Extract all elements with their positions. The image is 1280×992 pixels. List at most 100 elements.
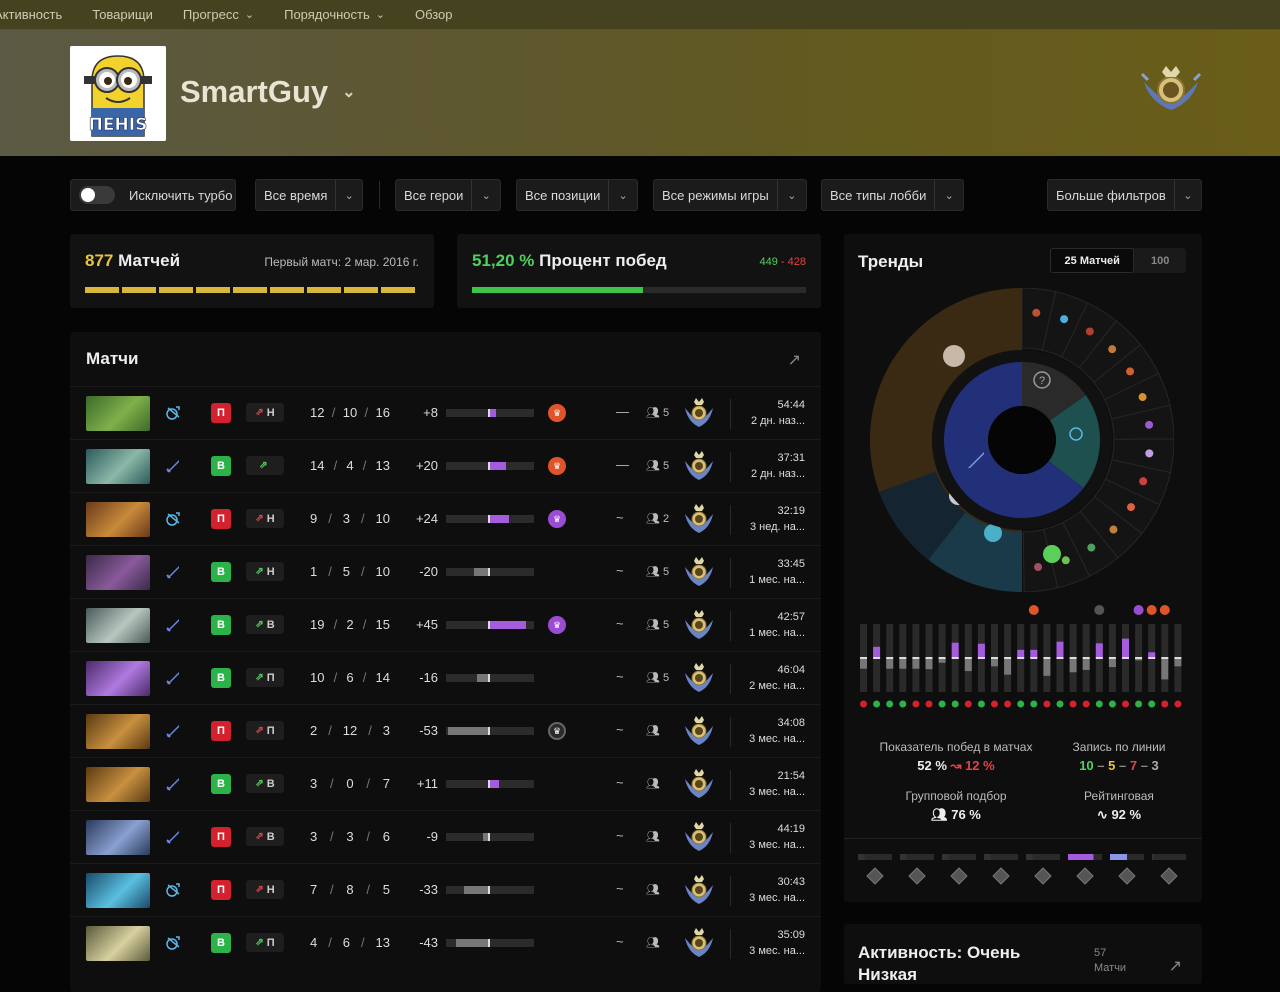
nav-item-4[interactable]: Обзор bbox=[414, 7, 453, 22]
match-bar-mark bbox=[886, 657, 894, 659]
match-row[interactable]: В ⇗ П 10/6/14 -16 ~ 👥︎ 5 46:04 2 мес. на... bbox=[70, 651, 821, 704]
match-bar-mark bbox=[873, 657, 881, 659]
match-result-dot bbox=[1095, 700, 1103, 708]
rank-bar-bg bbox=[1026, 854, 1060, 860]
match-bar-impact bbox=[1017, 649, 1025, 658]
lane-arrow-icon: ⇗ bbox=[255, 725, 264, 736]
activity-count: 57 Матчи bbox=[1094, 947, 1127, 974]
match-result-dot bbox=[899, 700, 907, 708]
match-row[interactable]: В ⇗ П 4/6/13 -43 ~ 👥︎ 35:09 3 мес. на... bbox=[70, 916, 821, 969]
trend-icon: ~ bbox=[616, 616, 624, 631]
hero-portrait[interactable] bbox=[86, 714, 150, 749]
hero-portrait[interactable] bbox=[86, 820, 150, 855]
chevron-down-icon[interactable]: ⌄ bbox=[342, 84, 356, 101]
match-row[interactable]: В ⇗ Н 1/5/10 -20 ~ 👥︎ 5 33:45 1 мес. на... bbox=[70, 545, 821, 598]
match-row[interactable]: П ⇗ Н 9/3/10 +24 ♛ ~ 👥︎ 2 32:19 3 нед. на..… bbox=[70, 492, 821, 545]
match-bar-impact bbox=[951, 642, 959, 658]
winrate-bar bbox=[472, 287, 806, 293]
matches-count-card: 877 Матчей Первый матч: 2 мар. 2016 г. bbox=[70, 234, 434, 308]
hero-mini-icon bbox=[1060, 315, 1069, 324]
hero-portrait[interactable] bbox=[86, 608, 150, 643]
match-bar-impact bbox=[1122, 638, 1129, 658]
nav-item-2[interactable]: Прогресс ⌄ bbox=[182, 7, 255, 22]
award-icon[interactable]: ♛ bbox=[548, 404, 566, 422]
unknown-role-icon bbox=[1033, 371, 1051, 389]
impact-bar-fill bbox=[490, 462, 506, 470]
rank-medal-icon bbox=[685, 822, 713, 851]
tab-100-matches[interactable]: 100 bbox=[1151, 254, 1170, 267]
party-size: 👥︎ 5 bbox=[646, 565, 670, 579]
heroes-filter[interactable]: Все герои ⌄ bbox=[395, 179, 501, 211]
hero-mini-icon bbox=[1138, 393, 1147, 402]
rank-medal-icon bbox=[685, 663, 713, 692]
tab-25-matches[interactable]: 25 Матчей bbox=[1050, 248, 1135, 273]
match-winrate-stat: Показатель побед в матчах 52 % ↝ 12 % bbox=[871, 740, 1041, 774]
lane-badge: ⇗ П bbox=[246, 721, 284, 740]
nav-item-0[interactable]: Активность bbox=[0, 7, 63, 22]
party-size: 👥︎ bbox=[646, 830, 663, 843]
winrate-bar-fill bbox=[472, 287, 643, 293]
toggle-switch[interactable] bbox=[79, 186, 115, 204]
winrate: 51,20 % Процент побед bbox=[472, 251, 667, 270]
impact-bar-mark bbox=[488, 833, 490, 841]
chevron-down-icon: ⌄ bbox=[335, 180, 362, 210]
award-icon[interactable]: ♛ bbox=[548, 722, 566, 740]
rank-medal-icon bbox=[685, 557, 713, 586]
hero-portrait[interactable] bbox=[86, 873, 150, 908]
match-bar-impact bbox=[991, 658, 998, 667]
hero-portrait[interactable] bbox=[86, 926, 150, 961]
donut-segment bbox=[1022, 362, 1086, 421]
rank-bar-fill bbox=[900, 854, 907, 860]
time-filter[interactable]: Все время ⌄ bbox=[255, 179, 363, 211]
hero-portrait[interactable] bbox=[86, 396, 150, 431]
hero-mini-icon bbox=[1032, 308, 1041, 317]
nav-item-1[interactable]: Товарищи bbox=[92, 7, 153, 22]
exclude-turbo-toggle[interactable]: Исключить турбо bbox=[70, 179, 236, 211]
party-value: 👥︎ 76 % bbox=[931, 807, 981, 822]
result-badge: В bbox=[211, 774, 231, 794]
match-row[interactable]: П ⇗ П 2/12/3 -53 ♛ ~ 👥︎ 34:08 3 мес. на... bbox=[70, 704, 821, 757]
rank-distribution bbox=[858, 854, 1186, 885]
impact-bar-mark bbox=[488, 780, 490, 788]
progress-segment bbox=[85, 287, 119, 293]
kda: 10/6/14 bbox=[310, 670, 390, 685]
hero-portrait[interactable] bbox=[86, 502, 150, 537]
match-row[interactable]: В ⇗ В 3/0/7 +11 ~ 👥︎ 21:54 3 мес. на... bbox=[70, 757, 821, 810]
expand-arrow-icon[interactable]: ↗ bbox=[1168, 958, 1182, 975]
hero-portrait[interactable] bbox=[86, 555, 150, 590]
rank-medal-icon bbox=[1034, 867, 1052, 885]
hero-role-donut-chart: ? bbox=[870, 288, 1174, 592]
more-filters-button[interactable]: Больше фильтров ⌄ bbox=[1047, 179, 1202, 211]
lane-badge: ⇗ П bbox=[246, 933, 284, 952]
match-row[interactable]: П ⇗ В 3/3/6 -9 ~ 👥︎ 44:19 3 мес. на... bbox=[70, 810, 821, 863]
ranked-stat: Рейтинговая ∿ 92 % bbox=[1034, 789, 1204, 823]
chevron-down-icon: ⌄ bbox=[934, 180, 963, 210]
rank-medal-icon bbox=[866, 867, 884, 885]
expand-arrow-icon[interactable]: ↗ bbox=[787, 352, 801, 369]
match-result-dot bbox=[925, 700, 933, 708]
trend-icon: ~ bbox=[616, 669, 624, 684]
row-divider bbox=[730, 611, 731, 641]
username[interactable]: SmartGuy ⌄ bbox=[180, 74, 356, 110]
lobbies-filter[interactable]: Все типы лобби ⌄ bbox=[821, 179, 964, 211]
positions-filter[interactable]: Все позиции ⌄ bbox=[516, 179, 638, 211]
match-row[interactable]: П ⇗ Н 7/8/5 -33 ~ 👥︎ 30:43 3 мес. на... bbox=[70, 863, 821, 916]
match-row[interactable]: В ⇗ В 19/2/15 +45 ♛ ~ 👥︎ 5 42:57 1 мес. на.… bbox=[70, 598, 821, 651]
match-row[interactable]: В ⇗ 14/4/13 +20 ♛ — 👥︎ 5 37:31 2 дн. наз..… bbox=[70, 439, 821, 492]
support-role-icon bbox=[1069, 427, 1083, 441]
nav-item-3[interactable]: Порядочность ⌄ bbox=[284, 7, 385, 22]
award-icon[interactable]: ♛ bbox=[548, 616, 566, 634]
match-row[interactable]: П ⇗ Н 12/10/16 +8 ♛ — 👥︎ 5 54:44 2 дн. наз.… bbox=[70, 386, 821, 439]
match-time: 21:54 3 мес. на... bbox=[749, 770, 805, 798]
impact-bar-fill bbox=[490, 515, 510, 523]
hero-portrait[interactable] bbox=[86, 767, 150, 802]
avatar[interactable]: ПЕНIS bbox=[70, 46, 166, 141]
match-bar-mark bbox=[1122, 657, 1129, 659]
hero-portrait[interactable] bbox=[86, 661, 150, 696]
award-icon[interactable]: ♛ bbox=[548, 510, 566, 528]
trends-divider bbox=[844, 838, 1202, 839]
hero-portrait[interactable] bbox=[86, 449, 150, 484]
modes-filter[interactable]: Все режимы игры ⌄ bbox=[653, 179, 807, 211]
rank-bar-fill bbox=[1110, 854, 1127, 860]
award-icon[interactable]: ♛ bbox=[548, 457, 566, 475]
